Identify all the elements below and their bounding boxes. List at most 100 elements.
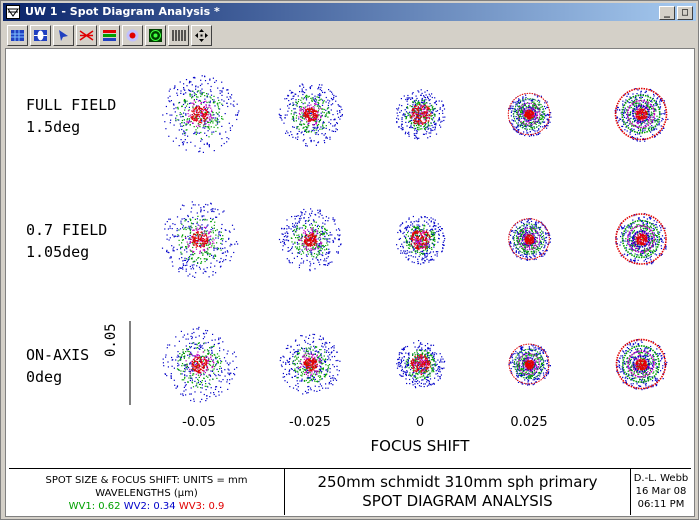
spot-point (296, 255, 298, 258)
spot-point (406, 100, 408, 102)
spot-point (211, 111, 214, 113)
spot-point (219, 132, 221, 134)
spot-point (218, 99, 220, 101)
spot-point (317, 259, 319, 261)
spot-point (171, 228, 173, 230)
minimize-button[interactable]: _ (659, 6, 675, 20)
spot-point (534, 130, 536, 132)
spot-point (331, 99, 333, 101)
spot-point (309, 245, 312, 247)
spot-point (305, 130, 307, 132)
spot-point (524, 102, 526, 104)
spot-point (204, 75, 206, 77)
spot-point (425, 112, 427, 114)
spot-point (313, 220, 315, 222)
spot-point (416, 97, 418, 100)
spot-point (209, 102, 211, 104)
spot-point (307, 124, 309, 126)
spot-point (200, 207, 202, 209)
spot-point (418, 127, 420, 129)
rays-icon (79, 30, 94, 41)
spot-point (302, 262, 304, 264)
spot-point (427, 223, 429, 225)
maximize-button[interactable]: □ (677, 6, 693, 20)
spot-point (533, 258, 535, 261)
spot-point (512, 120, 515, 122)
target-tool-button[interactable] (145, 25, 166, 46)
spot-point (230, 103, 232, 105)
spot-point (187, 258, 189, 260)
spot-point (645, 91, 647, 93)
spot-point (208, 121, 210, 123)
spot-point (635, 113, 637, 115)
spot-point (286, 258, 288, 260)
spot-point (420, 101, 423, 104)
spot-point (413, 124, 415, 126)
spot-point (416, 108, 418, 110)
spot-point (428, 115, 430, 117)
spot-point (425, 249, 427, 251)
spot-point (334, 238, 336, 240)
spot-point (404, 115, 406, 117)
spot-point (409, 226, 411, 228)
spot-point (200, 107, 203, 110)
spot-point (528, 112, 530, 114)
spot-point (188, 245, 190, 247)
spot-point (410, 115, 412, 117)
spot-point (525, 123, 527, 125)
rays-tool-button[interactable] (76, 25, 97, 46)
spot-point (431, 119, 434, 121)
vertical-lines-tool-button[interactable] (168, 25, 189, 46)
spot-point (207, 121, 209, 124)
spot-point (521, 110, 523, 112)
spot-point (428, 118, 431, 120)
spot-point (279, 108, 281, 110)
spot-point (431, 96, 433, 99)
spot-point (417, 239, 419, 241)
spot-point (207, 130, 209, 132)
spot-point (305, 119, 307, 121)
spot-point (650, 131, 652, 133)
spot-point (300, 123, 302, 125)
spot-point (212, 255, 215, 257)
spot-point (404, 236, 406, 238)
spot-point (641, 106, 643, 108)
spot-point (167, 251, 169, 253)
spot-point (210, 202, 212, 204)
spot-point (431, 117, 433, 119)
spot-point (510, 115, 512, 117)
spot-point (217, 119, 219, 121)
spot-tool-button[interactable] (122, 25, 143, 46)
spot-point (634, 100, 636, 102)
arrows-tool-button[interactable] (191, 25, 212, 46)
spot-point (292, 225, 294, 227)
spot-point (201, 239, 203, 241)
spot-point (630, 101, 632, 103)
spot-point (408, 121, 410, 123)
grid-tool-button[interactable] (7, 25, 28, 46)
spot-point (193, 233, 195, 235)
color-bars-tool-button[interactable] (99, 25, 120, 46)
spot-point (169, 122, 171, 124)
spot-point (652, 104, 655, 106)
spot-point (209, 118, 211, 121)
lens-tool-button[interactable] (30, 25, 51, 46)
cursor-tool-button[interactable] (53, 25, 74, 46)
spot-point (297, 239, 299, 241)
spot-point (181, 257, 183, 259)
spot-point (228, 230, 230, 232)
spot-point (654, 128, 656, 130)
spot-point (510, 229, 512, 232)
spot-point (528, 135, 531, 137)
title-bar[interactable]: UW 1 - Spot Diagram Analysis * _ □ (3, 3, 696, 21)
spot-point (335, 100, 337, 102)
spot-point (197, 239, 199, 241)
spot-point (210, 126, 212, 128)
spot-point (161, 247, 164, 249)
spot-point (185, 246, 187, 248)
spot-point (325, 115, 327, 117)
spot-point (436, 110, 439, 112)
spot-point (326, 248, 328, 250)
spot-point (645, 112, 647, 114)
spot-point (308, 95, 310, 97)
